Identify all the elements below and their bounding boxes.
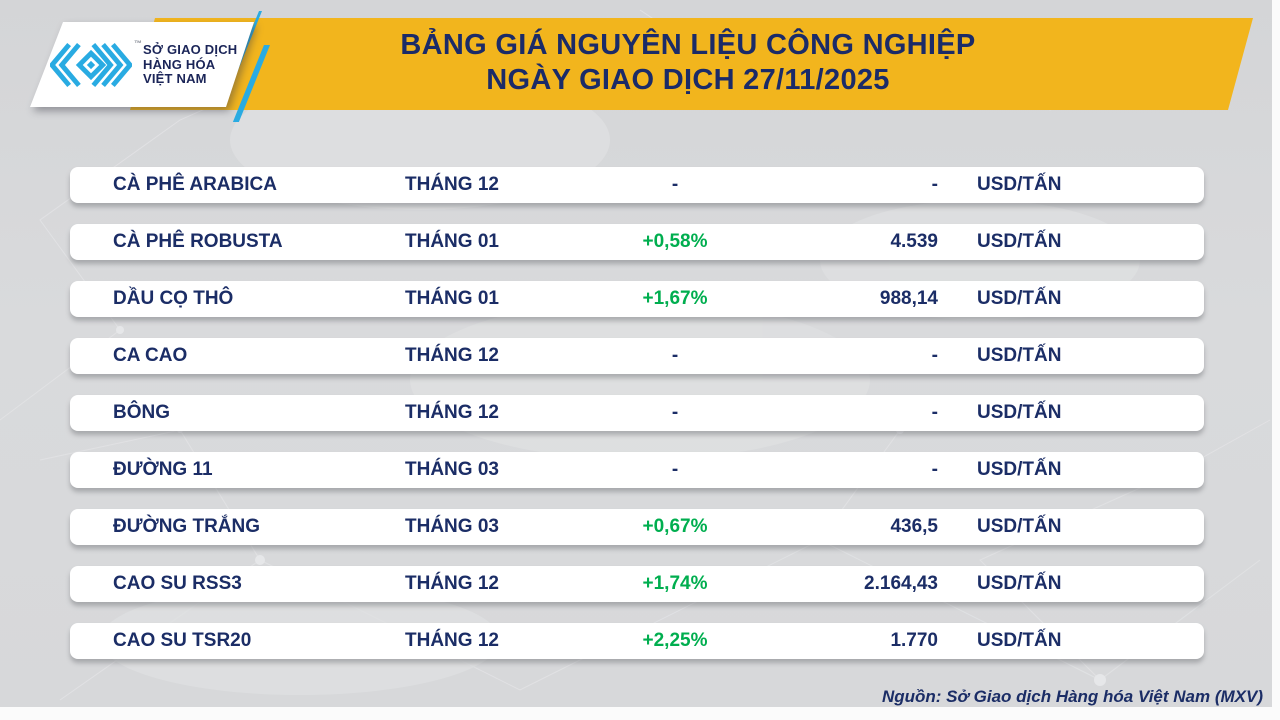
mxv-logo: ™ SỞ GIAO DỊCH HÀNG HÓA VIỆT NAM [30, 22, 254, 107]
percent-change: - [671, 402, 679, 423]
price-value: - [931, 402, 938, 423]
commodity-name: CAO SU RSS3 [113, 573, 242, 594]
table-row-cao-su-rss3: CAO SU RSS3 THÁNG 12 +1,74% 2.164,43 USD… [70, 566, 1204, 602]
logo-wordmark-line3: VIỆT NAM [143, 71, 207, 86]
percent-change: +1,67% [642, 288, 708, 309]
price-value: - [931, 345, 938, 366]
contract-month: THÁNG 12 [405, 402, 499, 423]
commodity-name: ĐƯỜNG TRẮNG [113, 516, 261, 537]
commodity-name: CAO SU TSR20 [113, 630, 252, 651]
price-unit: USD/TẤN [977, 288, 1062, 309]
contract-month: THÁNG 01 [405, 288, 499, 309]
percent-change: - [671, 345, 679, 366]
table-row-bong: BÔNG THÁNG 12 - - USD/TẤN [70, 395, 1204, 431]
price-unit: USD/TẤN [977, 174, 1062, 195]
percent-change: +1,74% [642, 573, 708, 594]
price-unit: USD/TẤN [977, 573, 1062, 594]
price-unit: USD/TẤN [977, 231, 1062, 252]
logo-wordmark: SỞ GIAO DỊCH HÀNG HÓA VIỆT NAM [143, 42, 238, 87]
page-title: BẢNG GIÁ NGUYÊN LIỆU CÔNG NGHIỆP NGÀY GI… [130, 28, 1253, 98]
percent-change: +0,67% [642, 516, 708, 537]
commodity-name: ĐƯỜNG 11 [113, 459, 213, 480]
right-edge-strip [1272, 0, 1280, 720]
commodity-name: CA CAO [113, 345, 188, 366]
commodity-name: CÀ PHÊ ARABICA [113, 174, 277, 195]
percent-change: +2,25% [642, 630, 708, 651]
table-row-dau-co-tho: DẦU CỌ THÔ THÁNG 01 +1,67% 988,14 USD/TẤ… [70, 281, 1204, 317]
percent-change: - [671, 174, 679, 195]
price-value: 436,5 [890, 516, 938, 537]
price-value: - [931, 459, 938, 480]
commodity-name: BÔNG [113, 402, 170, 423]
price-unit: USD/TẤN [977, 345, 1062, 366]
logo-wordmark-line2: HÀNG HÓA [143, 56, 216, 72]
price-value: 1.770 [890, 630, 938, 651]
page-title-line1: BẢNG GIÁ NGUYÊN LIỆU CÔNG NGHIỆP [400, 29, 976, 61]
header-banner: BẢNG GIÁ NGUYÊN LIỆU CÔNG NGHIỆP NGÀY GI… [130, 18, 1253, 110]
commodity-name: DẦU CỌ THÔ [113, 288, 234, 309]
contract-month: THÁNG 01 [405, 231, 499, 252]
table-row-ca-cao: CA CAO THÁNG 12 - - USD/TẤN [70, 338, 1204, 374]
commodity-name: CÀ PHÊ ROBUSTA [113, 231, 283, 252]
price-unit: USD/TẤN [977, 402, 1062, 423]
logo-plate-background: ™ SỞ GIAO DỊCH HÀNG HÓA VIỆT NAM [30, 22, 254, 107]
contract-month: THÁNG 12 [405, 345, 499, 366]
source-attribution: Nguồn: Sở Giao dịch Hàng hóa Việt Nam (M… [881, 687, 1263, 706]
bottom-edge-strip [0, 707, 1280, 720]
table-row-ca-phe-robusta: CÀ PHÊ ROBUSTA THÁNG 01 +0,58% 4.539 USD… [70, 224, 1204, 260]
contract-month: THÁNG 03 [405, 516, 499, 537]
table-row-duong-11: ĐƯỜNG 11 THÁNG 03 - - USD/TẤN [70, 452, 1204, 488]
mxv-chevron-logo-icon [50, 43, 132, 87]
price-unit: USD/TẤN [977, 459, 1062, 480]
contract-month: THÁNG 03 [405, 459, 499, 480]
table-row-cao-su-tsr20: CAO SU TSR20 THÁNG 12 +2,25% 1.770 USD/T… [70, 623, 1204, 659]
price-unit: USD/TẤN [977, 630, 1062, 651]
price-table: CÀ PHÊ ARABICA THÁNG 12 - - USD/TẤN CÀ P… [70, 167, 1204, 680]
price-value: 988,14 [879, 288, 938, 309]
price-unit: USD/TẤN [977, 516, 1062, 537]
trademark-symbol: ™ [134, 39, 142, 48]
price-value: 4.539 [890, 231, 938, 252]
percent-change: - [671, 459, 679, 480]
contract-month: THÁNG 12 [405, 630, 499, 651]
table-row-ca-phe-arabica: CÀ PHÊ ARABICA THÁNG 12 - - USD/TẤN [70, 167, 1204, 203]
price-value: 2.164,43 [864, 573, 938, 594]
logo-wordmark-line1: SỞ GIAO DỊCH [143, 42, 238, 57]
price-value: - [931, 174, 938, 195]
contract-month: THÁNG 12 [405, 174, 499, 195]
page-title-line2: NGÀY GIAO DỊCH 27/11/2025 [486, 64, 890, 96]
table-row-duong-trang: ĐƯỜNG TRẮNG THÁNG 03 +0,67% 436,5 USD/TẤ… [70, 509, 1204, 545]
percent-change: +0,58% [642, 231, 708, 252]
contract-month: THÁNG 12 [405, 573, 499, 594]
